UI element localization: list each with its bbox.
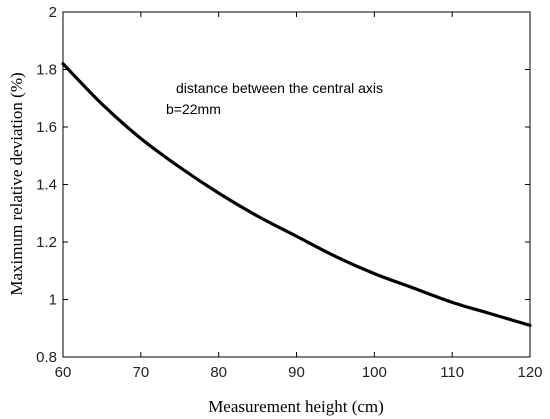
x-tick-label-100: 100 xyxy=(362,364,387,381)
annotation-distance: distance between the central axis xyxy=(176,80,383,96)
y-axis-label: Maximum relative deviation (%) xyxy=(7,72,26,295)
y-tick-label-1.2: 1.2 xyxy=(36,234,57,251)
x-axis-label: Measurement height (cm) xyxy=(208,397,384,416)
y-tick-label-0.8: 0.8 xyxy=(36,349,57,366)
y-tick-label-1: 1 xyxy=(49,292,57,309)
y-tick-label-1.8: 1.8 xyxy=(36,62,57,79)
series-line xyxy=(61,62,532,327)
x-axis-ticks xyxy=(62,12,531,357)
y-tick-label-1.6: 1.6 xyxy=(36,119,57,136)
x-tick-label-60: 60 xyxy=(55,364,72,381)
x-axis-tick-labels: 60 70 80 90 100 110 120 xyxy=(55,364,543,381)
annotation-b-value: b=22mm xyxy=(166,101,221,117)
y-tick-label-1.4: 1.4 xyxy=(36,177,57,194)
y-tick-label-2: 2 xyxy=(49,4,57,21)
x-tick-label-120: 120 xyxy=(517,364,542,381)
x-tick-label-90: 90 xyxy=(288,364,305,381)
x-tick-label-80: 80 xyxy=(210,364,227,381)
y-axis-tick-labels: 0.8 1 1.2 1.4 1.6 1.8 2 xyxy=(36,4,57,366)
x-tick-label-110: 110 xyxy=(440,364,464,381)
x-tick-label-70: 70 xyxy=(132,364,149,381)
